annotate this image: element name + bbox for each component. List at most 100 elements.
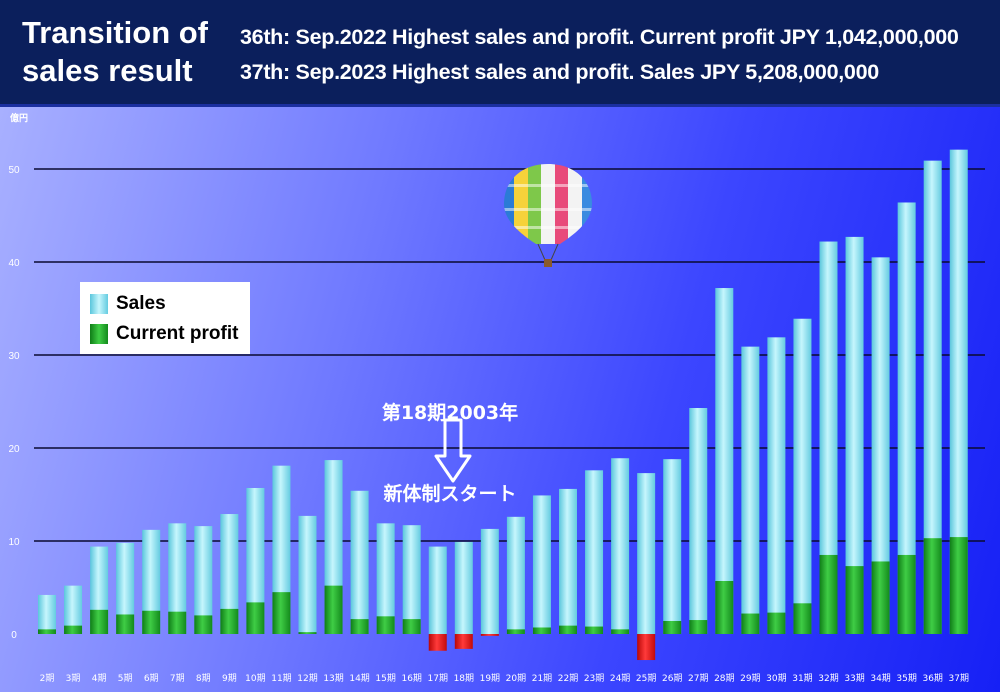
profit-bar bbox=[376, 616, 395, 634]
subtitle-line-1: 36th: Sep.2022 Highest sales and profit.… bbox=[240, 25, 959, 49]
x-tick-label: 12期 bbox=[297, 673, 317, 684]
x-tick-label: 11期 bbox=[271, 673, 291, 684]
sales-bar bbox=[506, 516, 525, 634]
profit-bar bbox=[90, 609, 109, 634]
y-tick-label: 40 bbox=[8, 258, 20, 269]
profit-bar bbox=[663, 620, 682, 634]
title-line-1: Transition of bbox=[22, 15, 208, 50]
sales-bar bbox=[741, 346, 760, 634]
x-tick-label: 24期 bbox=[610, 673, 630, 684]
sales-bar bbox=[637, 473, 656, 634]
loss-bar bbox=[637, 634, 656, 661]
sales-bar bbox=[194, 526, 213, 634]
x-tick-label: 5期 bbox=[118, 673, 133, 684]
legend-item-profit: Current profit bbox=[90, 322, 238, 346]
x-tick-label: 4期 bbox=[92, 673, 107, 684]
sales-bar bbox=[480, 528, 499, 634]
profit-bar bbox=[116, 614, 135, 634]
y-tick-label: 20 bbox=[8, 444, 20, 455]
profit-bar bbox=[194, 615, 213, 634]
profit-bar bbox=[559, 625, 577, 634]
sales-bar bbox=[923, 160, 942, 634]
bar-chart: 億円 0 10 20 30 40 50 2期 3期 4期 5期 6期 7期 8期 9期 10期 11期 12期 13… bbox=[8, 112, 985, 684]
sales-bar bbox=[585, 470, 604, 634]
sales-bar bbox=[949, 149, 968, 634]
legend-swatch-sales bbox=[90, 294, 108, 314]
profit-bar bbox=[142, 610, 161, 634]
sales-bar bbox=[845, 236, 864, 634]
profit-bar bbox=[246, 602, 265, 634]
sales-bar bbox=[116, 542, 135, 634]
profit-bar bbox=[168, 611, 187, 634]
profit-bar bbox=[793, 603, 812, 634]
sales-bar bbox=[897, 202, 916, 634]
sales-bar bbox=[376, 523, 395, 634]
profit-bar bbox=[715, 580, 734, 634]
sales-bar bbox=[793, 318, 812, 634]
annotation-text: 第18期2003年 新体制スタート bbox=[350, 346, 550, 535]
x-tick-label: 28期 bbox=[714, 673, 734, 684]
x-tick-label: 30期 bbox=[766, 673, 786, 684]
profit-bar bbox=[324, 585, 343, 634]
y-axis-unit-label: 億円 bbox=[10, 112, 28, 124]
profit-bar bbox=[64, 625, 83, 634]
profit-bar bbox=[350, 619, 369, 634]
x-tick-label: 34期 bbox=[870, 673, 890, 684]
x-tick-label: 6期 bbox=[144, 673, 159, 684]
x-tick-label: 26期 bbox=[662, 673, 682, 684]
sales-bar bbox=[298, 515, 317, 634]
x-tick-label: 17期 bbox=[428, 673, 448, 684]
x-tick-label: 18期 bbox=[454, 673, 474, 684]
sales-bar bbox=[532, 495, 551, 634]
x-tick-label: 10期 bbox=[245, 673, 265, 684]
x-tick-label: 8期 bbox=[196, 673, 211, 684]
x-tick-label: 22期 bbox=[558, 673, 578, 684]
y-tick-label: 0 bbox=[11, 630, 17, 641]
profit-bar bbox=[767, 612, 786, 634]
profit-bar bbox=[819, 554, 838, 634]
y-tick-label: 50 bbox=[8, 165, 20, 176]
x-tick-label: 9期 bbox=[222, 673, 237, 684]
profit-bar bbox=[506, 629, 525, 634]
x-tick-label: 20期 bbox=[506, 673, 526, 684]
sales-bar bbox=[402, 525, 421, 634]
sales-bar bbox=[64, 585, 83, 634]
x-tick-label: 25期 bbox=[636, 673, 656, 684]
sales-bar bbox=[559, 488, 577, 634]
sales-bar bbox=[819, 241, 838, 635]
sales-bar bbox=[611, 458, 630, 634]
x-tick-label: 36期 bbox=[922, 673, 942, 684]
profit-bar bbox=[402, 619, 421, 634]
sales-bar bbox=[871, 257, 890, 634]
profit-bar bbox=[532, 627, 551, 634]
x-tick-label: 37期 bbox=[949, 673, 969, 684]
profit-bar bbox=[845, 566, 864, 634]
profit-bar bbox=[923, 538, 942, 634]
loss-bar bbox=[428, 634, 447, 651]
x-tick-label: 2期 bbox=[40, 673, 55, 684]
sales-bar bbox=[220, 514, 239, 634]
sales-bar bbox=[689, 408, 708, 634]
x-tick-label: 27期 bbox=[688, 673, 708, 684]
sales-bar bbox=[142, 529, 161, 634]
x-tick-label: 15期 bbox=[375, 673, 395, 684]
x-tick-label: 32期 bbox=[818, 673, 838, 684]
x-tick-label: 23期 bbox=[584, 673, 604, 684]
sales-bar bbox=[38, 594, 56, 634]
x-tick-label: 7期 bbox=[170, 673, 185, 684]
x-tick-label: 35期 bbox=[896, 673, 916, 684]
annotation-line-2: 新体制スタート bbox=[383, 483, 517, 505]
legend-label-sales: Sales bbox=[116, 293, 166, 314]
sales-bar bbox=[454, 541, 473, 634]
x-tick-label: 29期 bbox=[740, 673, 760, 684]
x-tick-label: 21期 bbox=[532, 673, 552, 684]
chart-area: 億円 0 10 20 30 40 50 2期 3期 4期 5期 6期 7期 8期 9期 10期 11期 12期 13… bbox=[0, 107, 1000, 692]
x-tick-label: 13期 bbox=[323, 673, 343, 684]
loss-bar bbox=[454, 634, 473, 649]
profit-bar bbox=[585, 626, 604, 634]
profit-bar bbox=[298, 632, 317, 634]
x-tick-label: 31期 bbox=[792, 673, 812, 684]
x-tick-label: 16期 bbox=[401, 673, 421, 684]
legend-item-sales: Sales bbox=[90, 292, 166, 316]
y-tick-label: 10 bbox=[8, 537, 20, 548]
